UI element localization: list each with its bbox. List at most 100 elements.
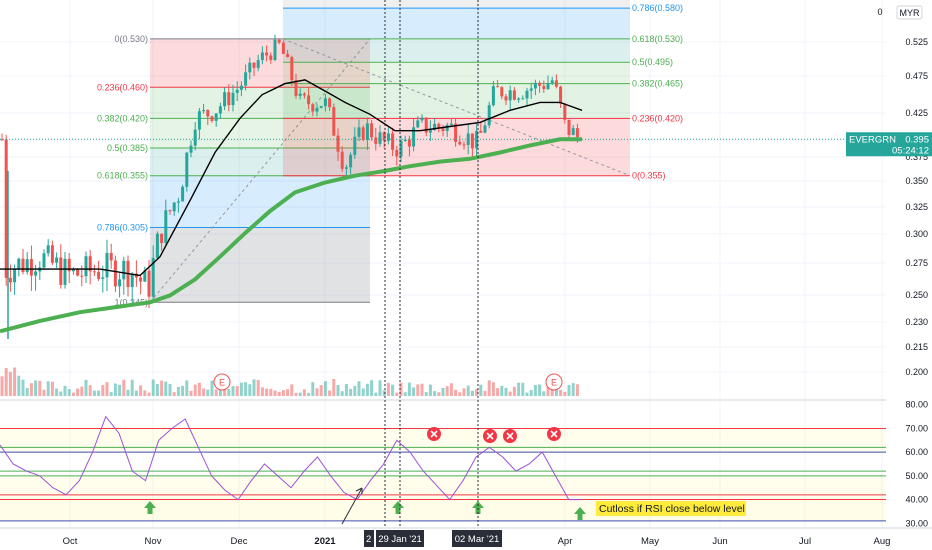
volume-bar bbox=[244, 382, 248, 396]
candle-body bbox=[84, 256, 88, 277]
candle-body bbox=[567, 119, 571, 136]
volume-bar bbox=[42, 389, 46, 396]
candle-body bbox=[546, 83, 550, 89]
rsi-tick-label: 40.00 bbox=[905, 495, 928, 505]
volume-bar bbox=[470, 390, 474, 396]
volume-bar bbox=[504, 387, 508, 396]
volume-bar bbox=[466, 385, 470, 396]
candle-body bbox=[244, 72, 248, 86]
candle-body bbox=[391, 133, 395, 150]
volume-bar bbox=[29, 383, 33, 396]
candle-body bbox=[269, 55, 273, 61]
volume-bar bbox=[454, 389, 458, 396]
volume-bar bbox=[344, 383, 348, 396]
candle-body bbox=[273, 39, 277, 61]
volume-bar bbox=[332, 379, 336, 396]
candle-body bbox=[449, 123, 453, 125]
volume-bar bbox=[239, 382, 243, 396]
volume-bar bbox=[487, 380, 491, 396]
volume-bar bbox=[294, 392, 298, 396]
currency-badge bbox=[896, 5, 923, 20]
volume-bar bbox=[126, 389, 130, 396]
volume-bar bbox=[210, 380, 214, 396]
volume-bar bbox=[260, 387, 264, 396]
volume-bar bbox=[559, 389, 563, 396]
date-marker-partial: 2 bbox=[366, 534, 371, 545]
candle-body bbox=[332, 107, 336, 136]
candle-body bbox=[105, 252, 109, 278]
volume-bar bbox=[370, 380, 374, 396]
candle-body bbox=[563, 103, 567, 120]
volume-bar bbox=[130, 379, 134, 396]
candle-body bbox=[50, 245, 54, 263]
volume-bar bbox=[391, 384, 395, 396]
candle-body bbox=[344, 167, 348, 169]
candle-body bbox=[403, 139, 407, 141]
volume-bar bbox=[55, 388, 59, 396]
candle-body bbox=[197, 111, 201, 130]
volume-bar bbox=[38, 380, 42, 396]
earnings-label: E bbox=[551, 378, 557, 388]
candle-body bbox=[193, 129, 197, 146]
candle-body bbox=[407, 139, 411, 147]
volume-bar bbox=[298, 392, 302, 396]
fib2-zone bbox=[283, 62, 630, 84]
candle-body bbox=[399, 140, 403, 157]
candle-body bbox=[554, 80, 558, 87]
candle-body bbox=[176, 201, 180, 203]
candle-body bbox=[88, 256, 92, 272]
candle-body bbox=[155, 233, 159, 258]
volume-bar bbox=[122, 379, 126, 396]
candle-body bbox=[113, 260, 117, 287]
candle-body bbox=[487, 105, 491, 126]
fib1-zone bbox=[150, 38, 370, 88]
candle-body bbox=[206, 109, 210, 117]
volume-bar bbox=[365, 383, 369, 396]
volume-bar bbox=[235, 386, 239, 396]
volume-bar bbox=[63, 385, 67, 396]
volume-bar bbox=[395, 392, 399, 396]
price-tick-label: 0.475 bbox=[905, 71, 928, 81]
volume-bar bbox=[50, 381, 54, 396]
rsi-band bbox=[0, 428, 886, 453]
volume-bar bbox=[160, 380, 164, 396]
candle-body bbox=[164, 210, 168, 243]
candle-body bbox=[55, 257, 59, 263]
volume-bar bbox=[281, 390, 285, 396]
candle-body bbox=[109, 252, 113, 261]
candle-body bbox=[420, 117, 424, 121]
candle-body bbox=[445, 124, 449, 132]
volume-bar bbox=[265, 388, 269, 396]
volume-bar bbox=[416, 384, 420, 396]
time-tick-label: Nov bbox=[145, 536, 162, 547]
volume-bar bbox=[172, 392, 176, 396]
candle-body bbox=[281, 42, 285, 54]
time-tick-label: Jun bbox=[712, 536, 727, 547]
candle-body bbox=[277, 39, 281, 43]
candle-body bbox=[189, 145, 193, 153]
candle-body bbox=[252, 62, 256, 68]
volume-bar bbox=[323, 381, 327, 396]
last-price-symbol: EVERGRN bbox=[849, 134, 896, 145]
candle-body bbox=[286, 53, 290, 58]
volume-bar bbox=[139, 385, 143, 396]
volume-bar bbox=[277, 391, 281, 396]
sell-cross-x bbox=[550, 430, 558, 438]
candle-body bbox=[139, 277, 143, 282]
fib1-level-label: 0.618(0.355) bbox=[97, 171, 148, 181]
volume-bar bbox=[378, 380, 382, 396]
candle-body bbox=[130, 273, 134, 288]
candle-body bbox=[416, 120, 420, 128]
volume-bar bbox=[575, 384, 579, 396]
candle-body bbox=[239, 85, 243, 90]
volume-bar bbox=[34, 380, 38, 396]
candle-body bbox=[160, 233, 164, 243]
volume-bar bbox=[92, 390, 96, 396]
candle-body bbox=[441, 127, 445, 132]
volume-bar bbox=[441, 387, 445, 396]
volume-bar bbox=[202, 388, 206, 396]
candle-body bbox=[101, 277, 105, 279]
candle-body bbox=[357, 127, 361, 137]
volume-bar bbox=[105, 382, 109, 396]
